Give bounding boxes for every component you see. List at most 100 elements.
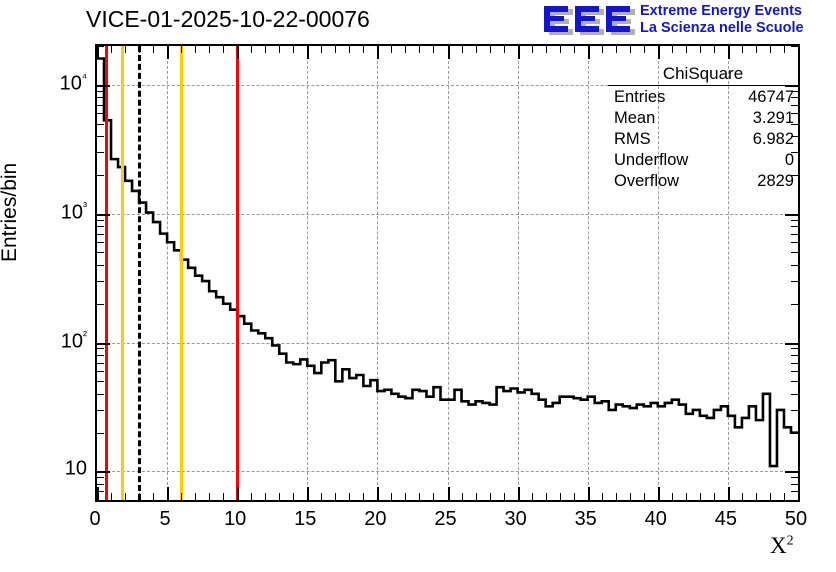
axis-tick — [791, 97, 798, 99]
axis-tick — [791, 281, 798, 283]
axis-tick — [791, 113, 798, 115]
stats-row: Underflow 0 — [608, 150, 798, 171]
axis-tick — [503, 46, 505, 53]
axis-tick — [615, 46, 617, 53]
axis-tick — [223, 493, 225, 500]
axis-tick — [97, 46, 99, 59]
axis-tick — [97, 226, 104, 228]
eee-logo-text: Extreme Energy Events La Scienza nelle S… — [640, 3, 804, 37]
axis-tick — [97, 355, 104, 357]
axis-tick — [791, 491, 798, 493]
stats-row-value: 6.982 — [752, 130, 794, 148]
axis-tick — [97, 483, 104, 485]
axis-tick — [489, 493, 491, 500]
axis-tick — [111, 493, 113, 500]
axis-tick — [195, 493, 197, 500]
y-tick-label: 10³ — [60, 199, 87, 223]
axis-tick — [559, 46, 561, 53]
axis-tick — [741, 493, 743, 500]
stats-row: Mean 3.291 — [608, 108, 798, 129]
axis-tick — [643, 493, 645, 500]
axis-tick — [587, 46, 590, 59]
axis-tick — [587, 487, 590, 500]
axis-tick — [97, 84, 110, 87]
axis-tick — [279, 46, 281, 53]
axis-tick — [167, 487, 170, 500]
axis-tick — [783, 46, 785, 53]
axis-tick — [785, 213, 798, 216]
axis-tick — [97, 264, 104, 266]
axis-tick — [791, 136, 798, 138]
axis-tick — [769, 493, 771, 500]
axis-tick — [629, 493, 631, 500]
marker-line-red-lower — [105, 46, 109, 500]
axis-tick — [97, 471, 110, 474]
x-axis-title: X2 — [770, 533, 794, 558]
axis-tick — [97, 97, 104, 99]
axis-tick — [791, 432, 798, 434]
axis-tick — [97, 113, 104, 115]
axis-tick — [629, 46, 631, 53]
axis-tick — [279, 493, 281, 500]
histogram-step-path — [97, 46, 798, 468]
axis-tick — [153, 493, 155, 500]
marker-line-red-upper — [235, 46, 239, 500]
axis-tick — [791, 355, 798, 357]
axis-tick — [97, 393, 104, 395]
axis-tick — [503, 493, 505, 500]
axis-tick — [755, 46, 757, 53]
axis-tick — [791, 233, 798, 235]
stats-box-rows: Entries 46747 Mean 3.291 RMS 6.982 Underflow 0 O… — [608, 87, 798, 192]
stats-row: Entries 46747 — [608, 87, 798, 108]
axis-tick — [531, 46, 533, 53]
axis-tick — [97, 123, 104, 125]
marker-line-yellow-upper — [179, 46, 183, 500]
axis-tick — [307, 487, 310, 500]
axis-tick — [97, 432, 104, 434]
stats-box: ChiSquare Entries 46747 Mean 3.291 RMS 6.982 U… — [608, 64, 798, 192]
x-tick-label: 10 — [224, 508, 247, 530]
x-tick-label: 45 — [714, 508, 738, 530]
grid-line-vertical — [307, 46, 309, 500]
axis-tick — [293, 493, 295, 500]
stats-row-label: RMS — [614, 130, 651, 148]
stats-row-label: Underflow — [614, 151, 689, 169]
x-tick-label: 15 — [294, 508, 317, 530]
axis-tick — [791, 303, 798, 305]
axis-tick — [461, 493, 463, 500]
grid-line-vertical — [517, 46, 519, 500]
axis-tick — [791, 252, 798, 254]
axis-tick — [419, 493, 421, 500]
x-tick-label: 30 — [504, 508, 527, 530]
axis-tick — [531, 493, 533, 500]
axis-tick — [97, 381, 104, 383]
axis-tick — [461, 46, 463, 53]
axis-tick — [727, 487, 730, 500]
axis-tick — [97, 487, 99, 500]
stats-row: Overflow 2829 — [608, 171, 798, 192]
axis-tick — [601, 46, 603, 53]
axis-tick — [97, 342, 110, 345]
axis-tick — [433, 46, 435, 53]
axis-tick — [181, 493, 183, 500]
axis-tick — [791, 500, 798, 501]
axis-tick — [363, 46, 365, 53]
axis-tick — [798, 46, 800, 59]
axis-tick — [791, 362, 798, 364]
axis-tick — [97, 281, 104, 283]
y-tick-label: 10⁴ — [59, 70, 87, 95]
axis-tick — [97, 252, 104, 254]
axis-tick — [97, 371, 104, 373]
axis-tick — [545, 46, 547, 53]
axis-tick — [195, 46, 197, 53]
axis-tick — [475, 493, 477, 500]
stats-row-value: 3.291 — [752, 109, 794, 127]
x-tick-label: 40 — [644, 508, 667, 530]
axis-tick — [791, 483, 798, 485]
axis-tick — [125, 493, 127, 500]
axis-tick — [447, 487, 450, 500]
axis-tick — [349, 46, 351, 53]
y-tick-label: 10² — [60, 328, 87, 352]
axis-tick — [251, 493, 253, 500]
